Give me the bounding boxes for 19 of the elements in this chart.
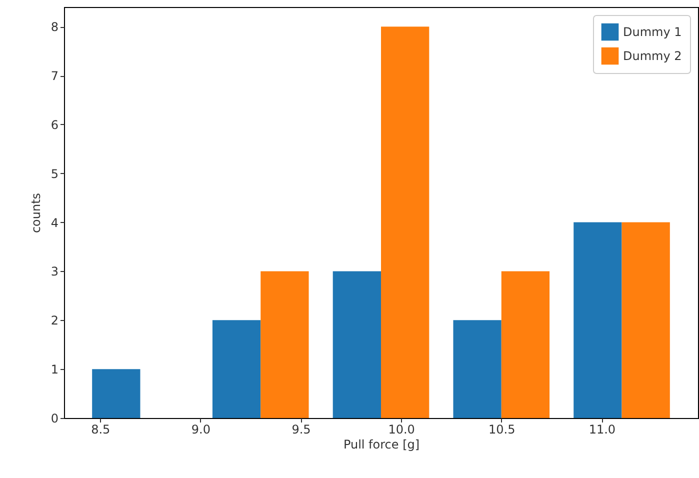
y-tick-label: 2 [50, 314, 58, 328]
y-tick-label: 6 [50, 118, 58, 132]
y-axis-title: counts [28, 192, 43, 234]
legend-label: Dummy 1 [623, 25, 682, 39]
x-axis-title: Pull force [g] [343, 438, 420, 452]
y-tick-label: 3 [50, 264, 58, 279]
x-tick-label: 11.0 [588, 422, 616, 436]
y-tick-label: 1 [50, 362, 58, 377]
legend-label: Dummy 2 [623, 49, 682, 63]
x-tick-label: 8.5 [91, 422, 110, 436]
x-tick-label: 9.0 [191, 422, 210, 436]
y-tick-label: 5 [50, 166, 58, 181]
x-tick-label: 10.0 [388, 422, 415, 436]
y-tick-label: 7 [50, 69, 58, 83]
x-tick-label: 9.5 [292, 422, 311, 436]
y-tick-label: 8 [50, 20, 58, 34]
y-tick-label: 0 [50, 412, 58, 426]
y-tick-label: 4 [50, 216, 58, 230]
x-tick-label: 10.5 [488, 422, 516, 436]
